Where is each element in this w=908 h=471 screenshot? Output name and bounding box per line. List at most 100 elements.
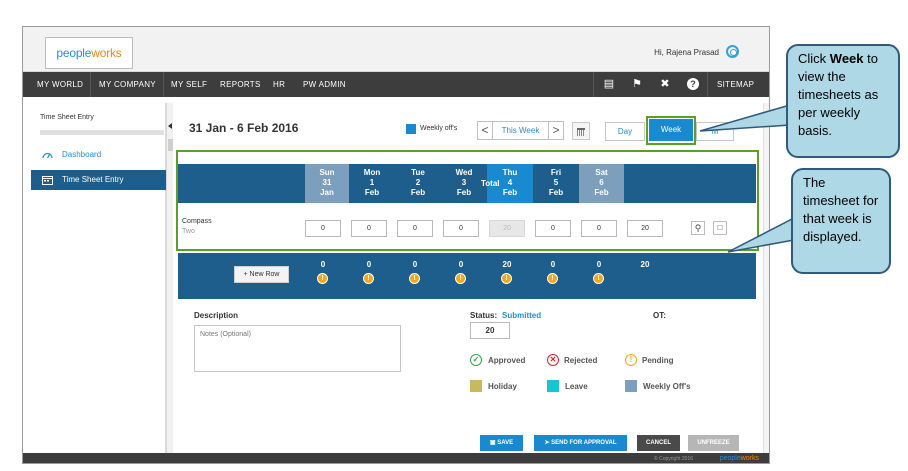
day-name: Thu: [502, 168, 518, 177]
app-window: peopleworks Hi, Rajena Prasad MY WORLD M…: [22, 26, 770, 464]
send-for-approval-button[interactable]: ➤ SEND FOR APPROVAL: [534, 435, 627, 451]
sidebar-item-dashboard[interactable]: Dashboard: [31, 145, 166, 165]
callout-week-tip: Click Week to view the timesheets as per…: [786, 44, 900, 158]
save-button[interactable]: ▣ SAVE: [480, 435, 523, 451]
day-month: Jan: [320, 188, 334, 197]
day-month: Feb: [410, 188, 426, 197]
peopleworks-logo[interactable]: peopleworks: [45, 37, 133, 69]
cancel-button[interactable]: CANCEL: [637, 435, 680, 451]
legend-holiday: Holiday: [488, 382, 517, 391]
day-month: Feb: [548, 188, 564, 197]
sidebar: Time Sheet Entry Dashboard Time Sheet En…: [31, 103, 173, 456]
day-month: Feb: [364, 188, 380, 197]
approved-check-icon: ✓: [470, 354, 482, 366]
nav-my-world[interactable]: MY WORLD: [37, 80, 84, 89]
sidebar-scrollbar[interactable]: [166, 103, 173, 456]
app-header: peopleworks Hi, Rajena Prasad: [23, 27, 769, 72]
day-date: 31: [322, 178, 332, 187]
save-button-label: SAVE: [497, 440, 514, 446]
help-icon[interactable]: ?: [687, 78, 699, 90]
day-date: 5: [553, 178, 559, 187]
callout-week-text-pre: Click: [798, 51, 830, 66]
timesheet-highlight: [176, 150, 759, 251]
day-month: Feb: [594, 188, 609, 197]
app-footer: © Copyright 2016 peopleworks: [23, 453, 769, 463]
main-scrollbar[interactable]: [763, 103, 769, 456]
calendar-icon: [42, 176, 53, 185]
pending-icon: !: [455, 273, 466, 284]
legend-leave: Leave: [565, 382, 588, 391]
day-view-button[interactable]: Day: [605, 122, 645, 141]
comment-icon[interactable]: □: [713, 221, 727, 235]
week-button-highlight: [646, 116, 696, 145]
hours-input-thu: [489, 220, 525, 237]
day-name: Sat: [595, 168, 608, 177]
day-date: 4: [507, 178, 513, 187]
next-week-button[interactable]: >: [548, 122, 563, 139]
day-name: Mon: [363, 168, 381, 177]
total-column-header: Total: [481, 179, 500, 188]
footer-total-sun: 0: [320, 260, 326, 269]
dashboard-icon: [42, 152, 53, 159]
weekly-off-legend-swatch: [406, 124, 416, 134]
day-date: 2: [415, 178, 421, 187]
nav-my-self[interactable]: MY SELF: [171, 80, 208, 89]
sidebar-item-time-sheet-entry[interactable]: Time Sheet Entry: [31, 170, 166, 190]
send-approval-label: SEND FOR APPROVAL: [551, 440, 617, 446]
weekly-off-swatch: [625, 380, 637, 392]
hours-input-tue[interactable]: [397, 220, 433, 237]
footer-grand-total: 20: [640, 260, 650, 269]
calendar-picker-icon[interactable]: [572, 122, 590, 140]
day-name: Fri: [550, 168, 562, 177]
callout-timesheet-pointer: [727, 216, 795, 253]
row-task-name: Two: [182, 228, 195, 235]
sidebar-title: Time Sheet Entry: [40, 114, 94, 121]
callout-week-pointer: [699, 104, 791, 132]
paperclip-icon[interactable]: ⚲: [691, 221, 705, 235]
description-textarea[interactable]: [194, 325, 401, 372]
hours-input-fri[interactable]: [535, 220, 571, 237]
gear-icon[interactable]: [726, 45, 739, 58]
collapse-arrow-icon[interactable]: [168, 123, 172, 129]
book-icon[interactable]: ▤: [603, 78, 615, 90]
day-date: 3: [461, 178, 467, 187]
pending-icon: !: [593, 273, 604, 284]
week-view-button[interactable]: Week: [649, 119, 693, 141]
sidebar-item-label: Dashboard: [62, 150, 102, 159]
day-header-sun: Sun 31 Jan: [305, 164, 349, 203]
leave-swatch: [547, 380, 559, 392]
hours-input-sun[interactable]: [305, 220, 341, 237]
this-week-button[interactable]: This Week: [501, 126, 540, 135]
save-icon: ▣: [489, 440, 498, 446]
pending-exclamation-icon: !: [625, 354, 637, 366]
tools-icon[interactable]: ✖: [660, 78, 670, 90]
scroll-thumb[interactable]: [168, 139, 173, 151]
legend-weekly-off: Weekly Off's: [643, 382, 691, 391]
flag-icon[interactable]: ⚑: [632, 78, 642, 90]
legend-pending: Pending: [642, 356, 674, 365]
nav-pw-admin[interactable]: PW ADMIN: [303, 80, 346, 89]
day-date: 6: [599, 178, 604, 187]
legend-rejected: Rejected: [564, 356, 598, 365]
footer-total-sat: 0: [596, 260, 602, 269]
nav-sitemap[interactable]: SITEMAP: [717, 80, 755, 89]
nav-my-company[interactable]: MY COMPANY: [99, 80, 156, 89]
main-nav: MY WORLD MY COMPANY MY SELF REPORTS HR P…: [23, 72, 769, 97]
unfreeze-button[interactable]: UNFREEZE: [688, 435, 739, 451]
footer-logo-works: works: [740, 455, 759, 462]
row-total: 20: [627, 220, 663, 237]
hours-input-sat[interactable]: [581, 220, 617, 237]
day-header-fri: Fri 5 Feb: [533, 164, 579, 203]
hours-input-mon[interactable]: [351, 220, 387, 237]
copyright-text: © Copyright 2016: [654, 456, 693, 462]
day-name: Tue: [411, 168, 425, 177]
hours-input-wed[interactable]: [443, 220, 479, 237]
nav-hr[interactable]: HR: [273, 80, 286, 89]
nav-reports[interactable]: REPORTS: [220, 80, 261, 89]
prev-week-button[interactable]: <: [478, 122, 493, 139]
footer-logo-people: people: [719, 455, 741, 462]
logo-text-works: works: [91, 46, 122, 60]
new-row-button[interactable]: + New Row: [234, 266, 289, 283]
rejected-x-icon: ✕: [547, 354, 559, 366]
